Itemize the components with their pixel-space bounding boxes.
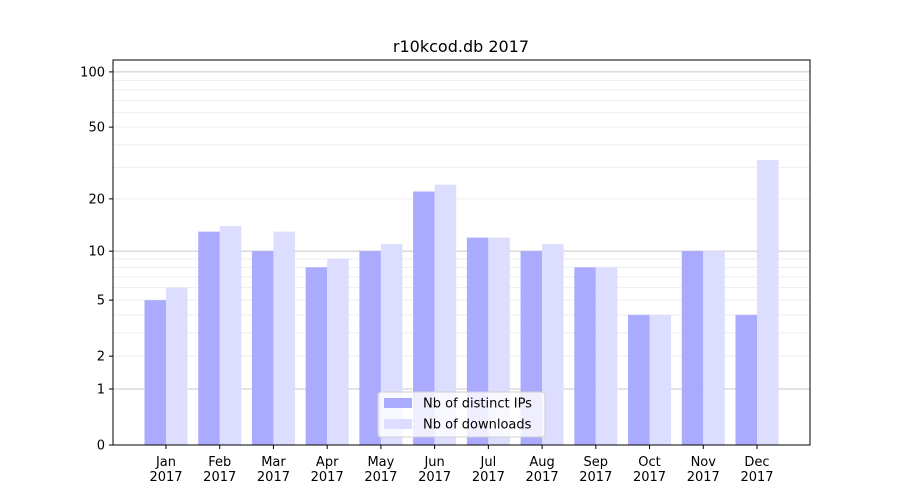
x-tick-label-line: Jul bbox=[480, 455, 497, 470]
legend-swatch bbox=[384, 419, 412, 429]
x-tick-label: Jan 2017 bbox=[149, 455, 182, 485]
chart-title: r10kcod.db 2017 bbox=[393, 37, 529, 56]
x-tick-label: Jul 2017 bbox=[472, 455, 505, 485]
bar-downloads bbox=[327, 258, 349, 445]
x-tick-label-line: 2017 bbox=[149, 470, 182, 485]
bar-downloads bbox=[649, 314, 672, 445]
y-tick-label: 1 bbox=[97, 382, 105, 397]
x-tick-label-line: 2017 bbox=[526, 470, 559, 485]
y-tick-label: 50 bbox=[88, 121, 105, 136]
x-tick-label-line: Sep bbox=[584, 455, 609, 470]
bar-ips bbox=[628, 314, 650, 445]
legend: Nb of distinct IPs Nb of downloads bbox=[377, 391, 546, 438]
y-axis: 0 1 2 5 10 20 50 100 bbox=[80, 65, 113, 454]
y-tick-label: 0 bbox=[97, 439, 105, 454]
y-tick-label: 100 bbox=[80, 65, 105, 80]
legend-label: Nb of downloads bbox=[423, 418, 532, 433]
bar-downloads bbox=[434, 184, 457, 445]
x-tick-label: Dec 2017 bbox=[740, 455, 773, 485]
bar-downloads bbox=[595, 267, 618, 445]
x-tick-label-line: 2017 bbox=[687, 470, 720, 485]
bar-downloads bbox=[757, 159, 779, 446]
x-tick-label-line: Jun bbox=[423, 455, 444, 470]
x-tick-label-line: Dec bbox=[744, 455, 769, 470]
x-tick-label: Aug 2017 bbox=[526, 455, 559, 485]
x-tick-label-line: 2017 bbox=[740, 470, 773, 485]
legend-swatch bbox=[384, 398, 412, 408]
x-tick-label-line: May bbox=[367, 455, 394, 470]
bar-ips bbox=[251, 251, 274, 445]
x-tick-label: Oct 2017 bbox=[633, 455, 666, 485]
x-tick-label-line: Jan bbox=[155, 455, 176, 470]
bar-ips bbox=[735, 314, 757, 445]
bar-ips bbox=[574, 267, 596, 445]
x-tick-label: Apr 2017 bbox=[311, 455, 344, 485]
bar-ips bbox=[681, 251, 704, 445]
x-tick-label-line: 2017 bbox=[364, 470, 397, 485]
bar-downloads bbox=[273, 231, 295, 445]
x-tick-label: Feb 2017 bbox=[203, 455, 236, 485]
x-tick-label-line: 2017 bbox=[203, 470, 236, 485]
x-tick-label-line: Feb bbox=[208, 455, 231, 470]
bar-ips bbox=[359, 251, 381, 445]
x-tick-label-line: Aug bbox=[529, 455, 554, 470]
bar-ips bbox=[413, 191, 435, 445]
x-tick-label: Mar 2017 bbox=[257, 455, 290, 485]
bar-downloads bbox=[166, 287, 188, 445]
x-tick-label-line: 2017 bbox=[257, 470, 290, 485]
x-tick-label-line: 2017 bbox=[633, 470, 666, 485]
bar-downloads bbox=[219, 226, 242, 445]
x-tick-label-line: 2017 bbox=[418, 470, 451, 485]
bar-ips bbox=[305, 267, 328, 445]
x-tick-label-line: 2017 bbox=[472, 470, 505, 485]
x-tick-label-line: Apr bbox=[316, 455, 339, 470]
x-tick-label-line: Mar bbox=[261, 455, 286, 470]
legend-label: Nb of distinct IPs bbox=[423, 397, 532, 412]
x-tick-label: Sep 2017 bbox=[579, 455, 612, 485]
y-tick-label: 5 bbox=[97, 294, 105, 309]
y-tick-label: 10 bbox=[88, 245, 105, 260]
bar-ips bbox=[198, 231, 220, 445]
x-tick-label-line: 2017 bbox=[311, 470, 344, 485]
y-tick-label: 20 bbox=[88, 192, 105, 207]
plot-frame bbox=[112, 59, 811, 446]
x-tick-label: Jun 2017 bbox=[418, 455, 451, 485]
x-tick-label: Nov 2017 bbox=[687, 455, 720, 485]
legend-box bbox=[377, 391, 546, 438]
bar-downloads bbox=[542, 244, 564, 445]
x-tick-label: May 2017 bbox=[364, 455, 397, 485]
y-tick-label: 2 bbox=[97, 350, 105, 365]
bar-downloads bbox=[703, 251, 725, 445]
bar-ips bbox=[144, 300, 166, 445]
x-tick-label-line: Oct bbox=[638, 455, 660, 470]
x-tick-label-line: 2017 bbox=[579, 470, 612, 485]
x-tick-label-line: Nov bbox=[691, 455, 717, 470]
